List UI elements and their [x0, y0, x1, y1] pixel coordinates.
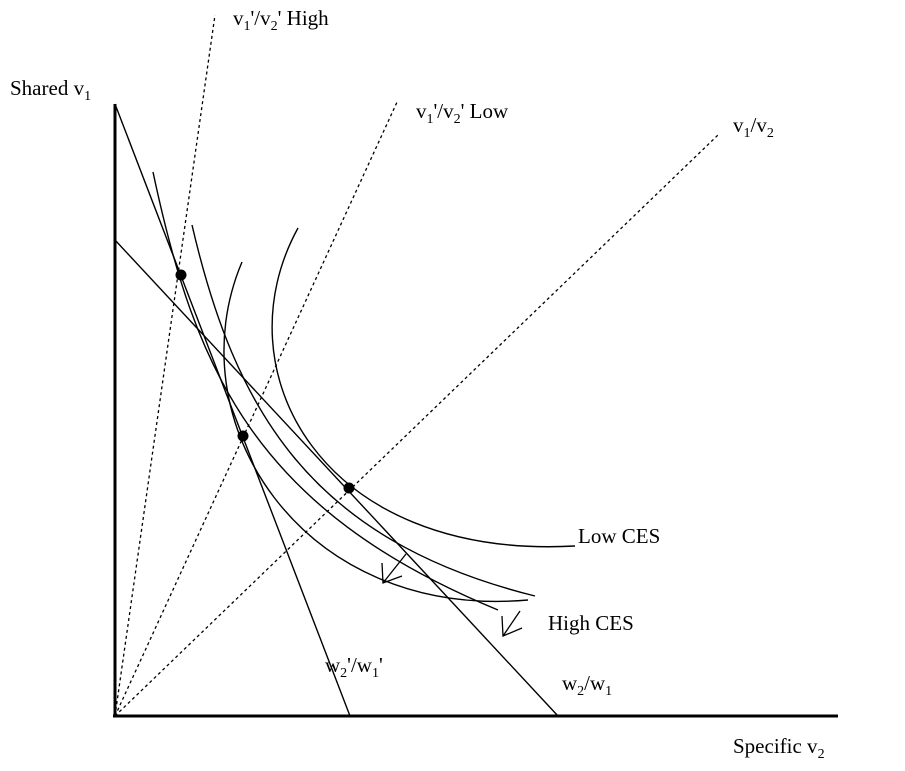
isoquant-inner-low: [223, 261, 529, 603]
isoquant-high-ces: [191, 224, 536, 597]
ray-v1-v2: [114, 134, 719, 717]
ray-label-base: v1/v2: [733, 113, 774, 141]
ray-label-low: v1'/v2' Low: [416, 99, 509, 127]
tangency-point-low: [237, 430, 249, 442]
price-line-w2-w1: [114, 239, 559, 717]
tangency-point-high: [175, 269, 187, 281]
price-label-w2-w1: w2/w1: [562, 671, 612, 699]
price-label-w2-w1-prime: w2'/w1': [325, 653, 383, 681]
shift-arrow-right: [501, 610, 523, 637]
tangency-point-base: [343, 482, 355, 494]
ray-label-high: v1'/v2' High: [233, 6, 329, 34]
x-axis-label: Specific v2: [733, 734, 825, 762]
price-line-w2-w1-prime: [114, 103, 351, 717]
ray-v1-v2-high: [114, 14, 216, 717]
y-axis-label: Shared v1: [10, 76, 91, 104]
isoquant-low-ces: [271, 227, 576, 548]
isoquant-outer-high: [152, 171, 499, 611]
shift-arrow-left: [381, 553, 407, 584]
high-ces-label: High CES: [548, 611, 634, 635]
ray-v1-v2-low: [114, 99, 399, 717]
low-ces-label: Low CES: [578, 524, 660, 548]
